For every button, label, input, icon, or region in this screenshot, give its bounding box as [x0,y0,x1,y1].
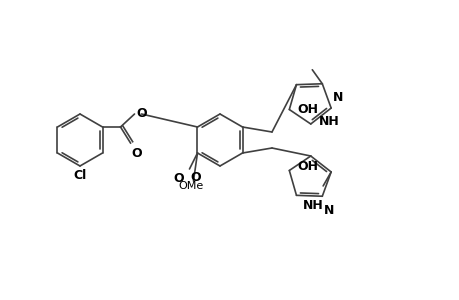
Text: O: O [190,171,201,184]
Text: NH: NH [318,116,339,128]
Text: OH: OH [297,103,318,116]
Text: O: O [131,147,142,160]
Text: N: N [332,91,343,104]
Text: NH: NH [302,199,323,212]
Text: N: N [324,204,334,217]
Text: O: O [174,172,184,185]
Text: OH: OH [297,160,318,173]
Text: OMe: OMe [179,181,204,191]
Text: Cl: Cl [73,169,86,182]
Text: O: O [136,106,147,119]
